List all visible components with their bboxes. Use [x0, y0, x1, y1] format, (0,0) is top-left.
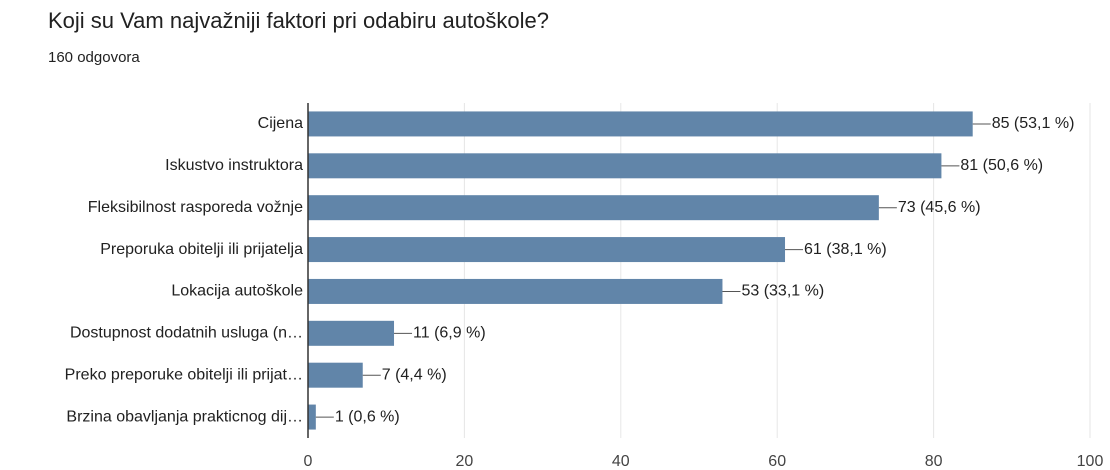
- bar: [308, 195, 879, 221]
- chart-title: Koji su Vam najvažniji faktori pri odabi…: [48, 8, 549, 33]
- data-label: 11 (6,9 %): [413, 325, 486, 342]
- bar: [308, 362, 363, 388]
- bar: [308, 237, 786, 263]
- x-tick-label: 0: [304, 453, 313, 470]
- data-label: 81 (50,6 %): [960, 157, 1043, 174]
- x-tick-label: 20: [456, 453, 474, 470]
- bar: [308, 278, 723, 304]
- bar: [308, 404, 316, 430]
- y-tick-label: Fleksibilnost rasporeda vožnje: [88, 199, 303, 216]
- x-tick-label: 80: [925, 453, 943, 470]
- data-label: 73 (45,6 %): [898, 199, 981, 216]
- y-tick-label: Lokacija autoškole: [171, 283, 303, 300]
- bar: [308, 320, 395, 346]
- y-tick-label: Cijena: [258, 115, 303, 132]
- x-tick-label: 40: [612, 453, 630, 470]
- x-tick-label: 60: [768, 453, 786, 470]
- data-label: 53 (33,1 %): [741, 283, 824, 300]
- y-tick-label: Dostupnost dodatnih usluga (n…: [70, 325, 303, 342]
- bar: [308, 153, 942, 179]
- y-tick-label: Preporuka obitelji ili prijatelja: [100, 241, 303, 258]
- y-tick-label: Iskustvo instruktora: [165, 157, 303, 174]
- x-tick-label: 100: [1077, 453, 1104, 470]
- y-tick-label: Preko preporuke obitelji ili prijat…: [65, 366, 303, 383]
- data-label: 61 (38,1 %): [804, 241, 887, 258]
- chart-subtitle: 160 odgovora: [48, 49, 140, 66]
- data-label: 1 (0,6 %): [335, 408, 400, 425]
- bar: [308, 111, 973, 137]
- data-label: 85 (53,1 %): [992, 115, 1075, 132]
- data-label: 7 (4,4 %): [382, 366, 447, 383]
- y-tick-label: Brzina obavljanja prakticnog dij…: [66, 408, 303, 425]
